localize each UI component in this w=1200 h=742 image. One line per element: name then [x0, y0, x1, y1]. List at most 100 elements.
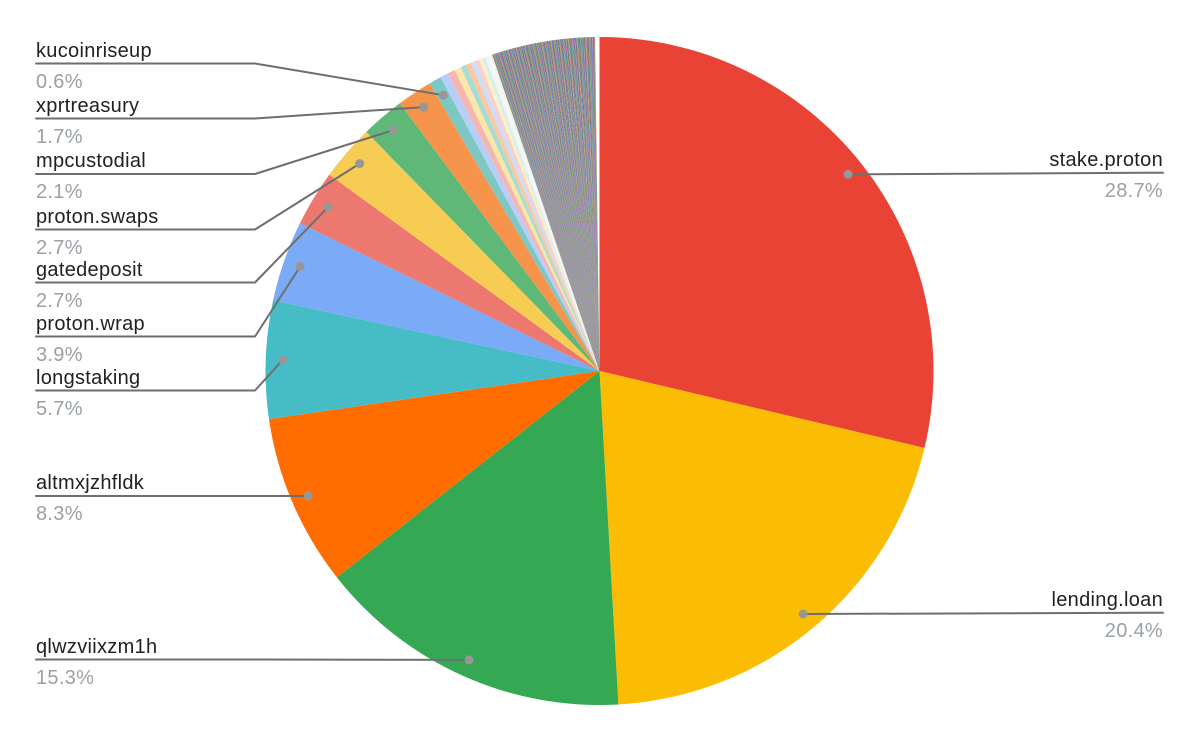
- pie-slice-noise[interactable]: [554, 40, 600, 371]
- pie-slice-noise[interactable]: [519, 46, 600, 372]
- pie-slice-noise[interactable]: [526, 45, 600, 371]
- pie-slice-proton.wrap[interactable]: [273, 223, 600, 371]
- pie-slice-noise[interactable]: [539, 42, 600, 372]
- pie-slice-noise[interactable]: [504, 50, 600, 371]
- pie-slice-noise[interactable]: [497, 52, 600, 371]
- pie-slice-noise[interactable]: [537, 42, 600, 371]
- pie-slice-noise[interactable]: [573, 38, 600, 371]
- pie-slice-noise[interactable]: [510, 48, 600, 372]
- pie-slice-tail-0[interactable]: [440, 73, 600, 372]
- pie-slice-noise[interactable]: [553, 40, 600, 371]
- pie-slice-noise[interactable]: [535, 43, 600, 372]
- pie-slice-noise[interactable]: [552, 40, 600, 371]
- pie-slice-noise[interactable]: [532, 43, 600, 371]
- pie-slice-noise[interactable]: [581, 37, 600, 371]
- pie-slice-noise[interactable]: [575, 37, 600, 372]
- pie-slice-noise[interactable]: [556, 39, 600, 372]
- pie-slice-noise[interactable]: [509, 49, 600, 372]
- pie-slice-noise[interactable]: [572, 38, 600, 371]
- pie-slice-noise[interactable]: [558, 39, 600, 372]
- pie-slice-mpcustodial[interactable]: [366, 103, 600, 371]
- pie-slice-noise[interactable]: [507, 49, 600, 371]
- pie-slice-noise[interactable]: [508, 49, 600, 372]
- pie-slice-noise[interactable]: [545, 41, 600, 371]
- pie-slice-noise[interactable]: [504, 50, 600, 372]
- pie-slice-noise[interactable]: [533, 43, 600, 371]
- pie-slice-noise[interactable]: [580, 37, 600, 371]
- pie-slice-noise[interactable]: [559, 39, 600, 371]
- pie-slice-tail-5[interactable]: [470, 61, 600, 371]
- pie-slice-noise[interactable]: [506, 50, 600, 372]
- pie-slice-noise[interactable]: [565, 38, 600, 372]
- pie-slice-noise[interactable]: [545, 41, 600, 372]
- pie-slice-noise[interactable]: [570, 38, 600, 372]
- pie-slice-noise[interactable]: [528, 44, 600, 371]
- pie-slice-noise[interactable]: [590, 37, 600, 372]
- pie-slice-tail-3[interactable]: [460, 64, 600, 372]
- pie-slice-noise[interactable]: [587, 37, 600, 371]
- pie-slice-noise[interactable]: [581, 37, 600, 371]
- pie-slice-noise[interactable]: [560, 39, 600, 371]
- pie-slice-noise[interactable]: [588, 37, 600, 371]
- pie-slice-noise[interactable]: [540, 42, 600, 371]
- pie-slice-noise[interactable]: [560, 39, 600, 372]
- pie-slice-noise[interactable]: [594, 37, 600, 371]
- pie-slice-noise[interactable]: [549, 40, 600, 371]
- pie-slice-noise[interactable]: [511, 48, 600, 371]
- pie-slice-noise[interactable]: [593, 37, 600, 372]
- pie-slice-noise[interactable]: [589, 37, 600, 371]
- pie-slice-noise[interactable]: [502, 51, 600, 372]
- pie-slice-stake.proton[interactable]: [599, 37, 934, 448]
- pie-slice-noise[interactable]: [499, 52, 600, 371]
- pie-slice-noise[interactable]: [530, 44, 600, 372]
- pie-slice-noise[interactable]: [528, 44, 600, 372]
- pie-slice-tail-11[interactable]: [490, 54, 600, 372]
- pie-slice-noise[interactable]: [508, 49, 600, 372]
- pie-slice-noise[interactable]: [525, 45, 600, 372]
- pie-slice-noise[interactable]: [586, 37, 600, 371]
- pie-slice-noise[interactable]: [557, 39, 600, 371]
- pie-slice-noise[interactable]: [538, 42, 600, 371]
- pie-slice-noise[interactable]: [548, 40, 600, 371]
- pie-slice-noise[interactable]: [583, 37, 600, 372]
- pie-slice-noise[interactable]: [509, 49, 600, 371]
- pie-slice-tail-1[interactable]: [447, 70, 600, 372]
- pie-slice-noise[interactable]: [526, 44, 600, 372]
- pie-slice-noise[interactable]: [518, 46, 600, 372]
- pie-slice-noise[interactable]: [492, 54, 600, 372]
- pie-slice-noise[interactable]: [500, 52, 600, 371]
- pie-slice-noise[interactable]: [582, 37, 600, 372]
- pie-slice-noise[interactable]: [588, 37, 600, 372]
- pie-slice-noise[interactable]: [559, 39, 600, 372]
- pie-slice-noise[interactable]: [497, 52, 600, 372]
- pie-slice-noise[interactable]: [561, 39, 600, 371]
- pie-slice-tail-6[interactable]: [475, 59, 600, 371]
- pie-slice-noise[interactable]: [555, 39, 600, 372]
- pie-slice-noise[interactable]: [584, 37, 600, 372]
- pie-slice-noise[interactable]: [523, 45, 600, 372]
- pie-slice-noise[interactable]: [510, 48, 600, 371]
- pie-slice-noise[interactable]: [554, 39, 600, 372]
- pie-slice-noise[interactable]: [527, 44, 600, 372]
- pie-slice-noise[interactable]: [544, 41, 600, 371]
- pie-slice-noise[interactable]: [562, 39, 600, 372]
- pie-slice-noise[interactable]: [585, 37, 600, 371]
- pie-slice-noise[interactable]: [513, 48, 600, 372]
- pie-slice-noise[interactable]: [592, 37, 600, 371]
- pie-slice-noise[interactable]: [505, 50, 600, 372]
- pie-slice-noise[interactable]: [588, 37, 600, 372]
- pie-slice-noise[interactable]: [493, 54, 600, 371]
- pie-slice-noise[interactable]: [496, 53, 600, 372]
- pie-slice-noise[interactable]: [546, 41, 600, 372]
- pie-slice-noise[interactable]: [571, 38, 600, 372]
- pie-slice-noise[interactable]: [584, 37, 600, 372]
- pie-slice-noise[interactable]: [492, 54, 600, 371]
- pie-slice-noise[interactable]: [542, 41, 600, 371]
- pie-slice-noise[interactable]: [517, 47, 600, 371]
- pie-slice-noise[interactable]: [585, 37, 600, 371]
- pie-slice-noise[interactable]: [578, 37, 600, 371]
- pie-slice-noise[interactable]: [564, 38, 600, 372]
- pie-slice-noise[interactable]: [563, 38, 600, 371]
- pie-slice-noise[interactable]: [511, 48, 600, 372]
- pie-slice-noise[interactable]: [567, 38, 600, 371]
